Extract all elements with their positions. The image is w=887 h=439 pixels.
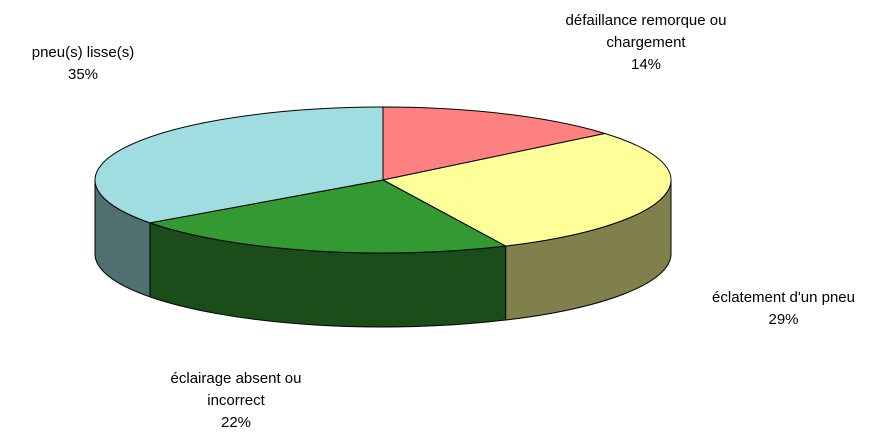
slice-label: éclairage absent ou incorrect 22%	[140, 368, 332, 434]
slice-label: pneu(s) lisse(s) 35%	[0, 42, 166, 86]
category-label: éclairage absent ou incorrect	[170, 370, 302, 409]
category-label: défaillance remorque ou chargement	[565, 12, 727, 51]
slice	[381, 132, 672, 247]
category-label: pneu(s) lisse(s)	[31, 44, 135, 61]
value-label: 29%	[768, 311, 799, 328]
slice	[382, 106, 606, 181]
slice-label: défaillance remorque ou chargement 14%	[535, 10, 757, 76]
slice-label: éclatement d'un pneu 29%	[680, 287, 887, 331]
value-label: 22%	[220, 414, 252, 431]
category-label: éclatement d'un pneu	[712, 289, 855, 306]
value-label: 14%	[630, 56, 662, 73]
value-label: 35%	[67, 66, 99, 83]
slice	[94, 106, 384, 224]
slice	[148, 179, 508, 254]
